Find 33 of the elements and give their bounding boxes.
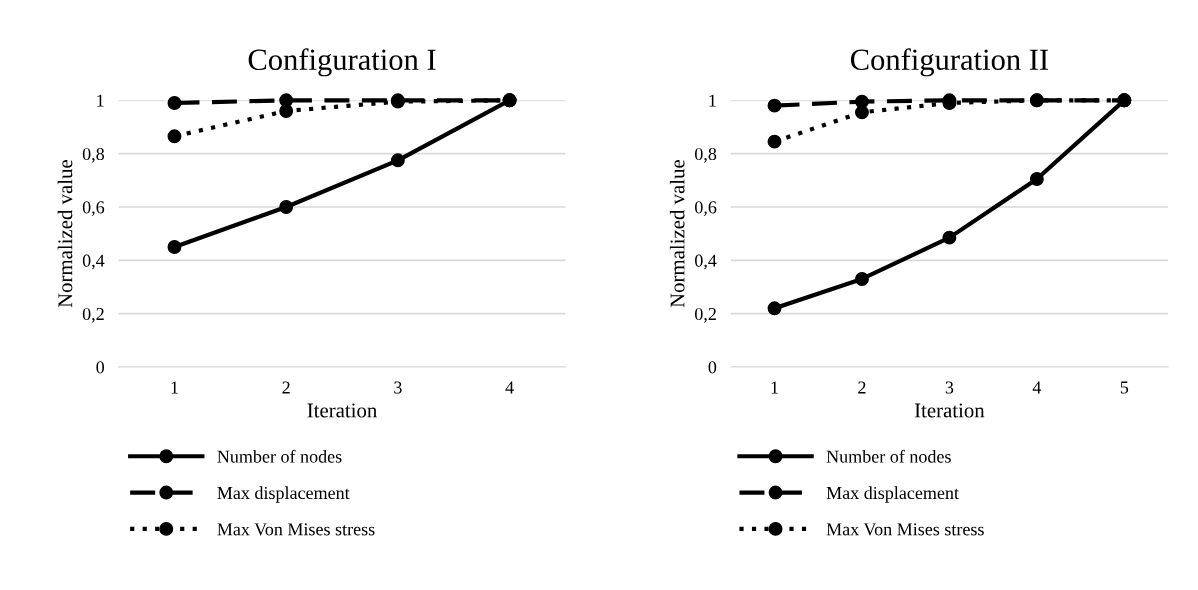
x-tick-label: 3 (945, 381, 954, 394)
legend-label: Max Von Mises stress (217, 523, 375, 536)
legend-label: Max displacement (826, 486, 959, 503)
x-tick-label: 4 (505, 381, 514, 394)
y-tick-label: 0,2 (82, 307, 104, 323)
y-tick-label: 0,4 (82, 254, 105, 270)
y-tick-label: 0,2 (695, 307, 716, 323)
legend-label: Number of nodes (826, 449, 951, 463)
legend-label: Max displacement (217, 486, 350, 503)
legend-label: Number of nodes (217, 449, 342, 463)
x-tick-label: 2 (282, 381, 290, 394)
x-axis-title: Iteration (307, 403, 377, 418)
y-axis-title: Normalized value (669, 160, 685, 308)
y-tick-label: 0,8 (695, 147, 717, 163)
x-tick-label: 2 (858, 381, 866, 394)
y-tick-label: 0,4 (695, 254, 717, 270)
legend-label: Max Von Mises stress (826, 523, 984, 536)
y-axis-title: Normalized value (57, 160, 73, 308)
y-tick-label: 1 (97, 94, 104, 107)
x-axis-title: Iteration (914, 403, 985, 418)
x-tick-label: 5 (1120, 381, 1129, 394)
y-tick-label: 0,6 (82, 201, 105, 217)
y-tick-label: 0 (96, 361, 105, 374)
y-tick-label: 0,6 (695, 201, 717, 217)
y-tick-label: 0 (708, 361, 717, 374)
x-tick-label: 1 (171, 381, 178, 394)
x-tick-label: 1 (771, 381, 778, 394)
x-tick-label: 3 (394, 381, 402, 394)
y-tick-label: 0,8 (82, 147, 105, 163)
chart-title: Configuration I (248, 48, 436, 77)
y-tick-label: 1 (709, 94, 716, 107)
x-tick-label: 4 (1032, 381, 1042, 394)
chart-title: Configuration II (850, 48, 1049, 77)
